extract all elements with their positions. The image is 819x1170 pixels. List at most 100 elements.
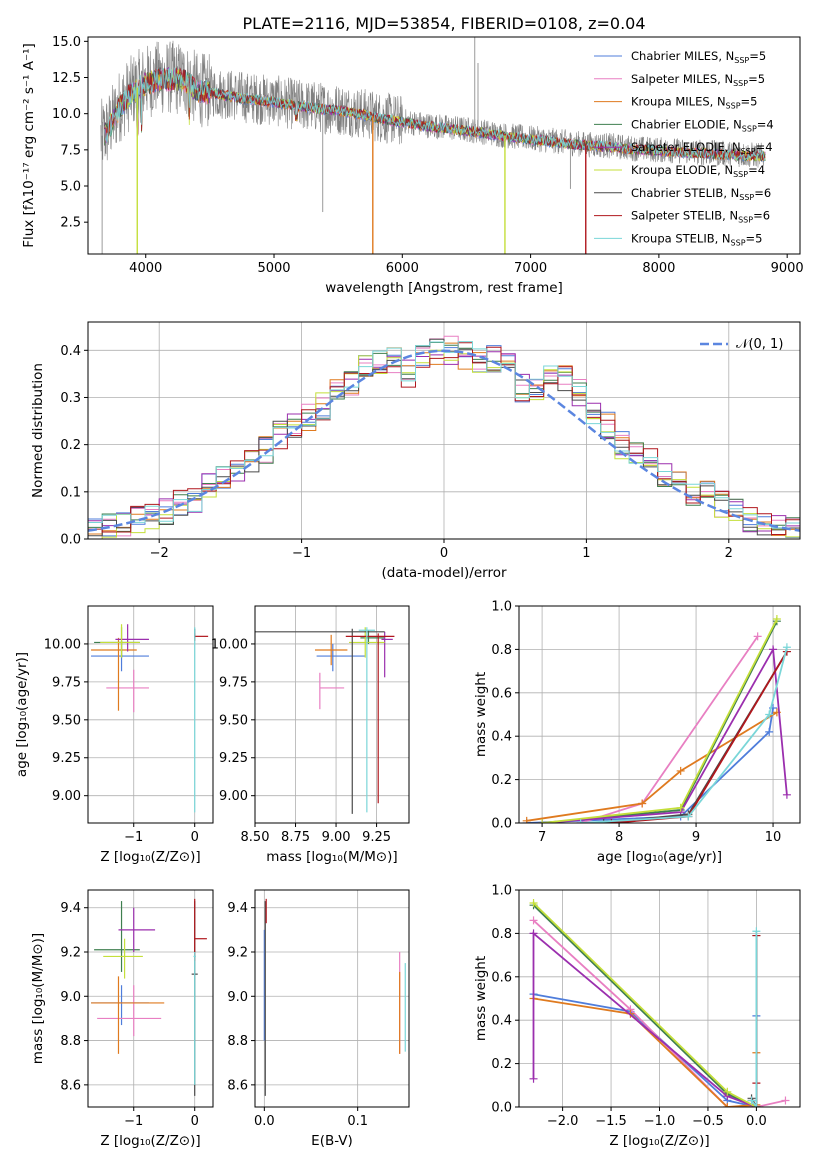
legend-name: Salpeter ELODIE, N — [631, 140, 741, 154]
massweight_vs_age-ytick-label: 0.4 — [491, 730, 512, 745]
legend-sub: SSP — [726, 102, 741, 111]
legend-sub: SSP — [731, 238, 746, 247]
spectrum-model-salpeter-stelib — [104, 67, 766, 161]
age_vs_mass-axes: 8.50 8.75 9.00 9.25 9.00 9.25 9.50 9.75 10.00 mas… — [211, 605, 410, 865]
massweight_vs_age-ytick-label: 0.0 — [491, 817, 512, 832]
mass_vs_Z-xtick-label: 0 — [191, 1114, 199, 1129]
legend-name: Salpeter MILES, N — [631, 72, 733, 86]
mass_vs_Z-xtick-label: −1 — [124, 1114, 143, 1129]
residuals-ytick-label: 0.3 — [60, 391, 81, 406]
spectrum-xtick-label: 4000 — [129, 261, 162, 276]
spectrum-data-line — [100, 40, 765, 168]
legend-label: 𝒩(0, 1) — [736, 337, 783, 352]
massweight_vs_Z-ytick-label: 0.4 — [491, 1014, 512, 1029]
massweight_vs_Z-xtick-label: −1.0 — [644, 1114, 676, 1129]
spectrum-ylabel: Flux [fλ10⁻¹⁷ erg cm⁻² s⁻¹ A⁻¹] — [21, 43, 37, 248]
massweight_vs_Z-ylabel: mass weight — [473, 956, 489, 1041]
massweight-marker — [723, 1087, 732, 1096]
mass_vs_EBV-ytick-label: 8.6 — [227, 1078, 248, 1093]
age_vs_mass-xlabel: mass [log₁₀(M/M⊙)] — [266, 849, 397, 865]
massweight_vs_age-ylabel: mass weight — [473, 672, 489, 757]
legend-nssp: =6 — [754, 186, 771, 200]
massweight-marker — [772, 615, 781, 624]
mass_vs_EBV-axes: 0.0 0.1 8.6 8.8 9.0 9.2 9.4 E(B-V) — [227, 889, 410, 1149]
massweight-line-chabrier-miles — [526, 707, 774, 823]
mass_vs_EBV-ytick-label: 9.2 — [227, 946, 248, 961]
legend-sub: SSP — [739, 193, 754, 202]
residuals-ytick-label: 0.0 — [60, 533, 81, 548]
legend-nssp: =5 — [746, 231, 763, 245]
age_vs_Z-ytick-label: 9.00 — [52, 789, 81, 804]
massweight-marker — [529, 899, 538, 908]
legend-name: Salpeter STELIB, N — [631, 209, 738, 223]
age_vs_Z-ytick-label: 9.75 — [52, 675, 81, 690]
residuals-axes: −2 −1 0 1 2 0.0 0.1 0.2 0.3 0.4 (data-model)/error… — [30, 321, 801, 581]
massweight_vs_age-ytick-label: 0.8 — [491, 643, 512, 658]
residuals-xtick-label: −2 — [150, 546, 169, 561]
mass_vs_Z-ylabel: mass [log₁₀(M/M⊙)] — [30, 933, 46, 1064]
legend-label: Chabrier STELIB, NSSP=6 — [631, 186, 771, 202]
massweight_vs_Z-xtick-label: −0.5 — [692, 1114, 724, 1129]
spectrum-axes: 4000 5000 6000 7000 8000 9000 2.5 5.0 7.5 10.0 12.… — [21, 35, 804, 296]
legend-label: Kroupa MILES, NSSP=5 — [631, 95, 757, 111]
massweight-line-salpeter-miles — [580, 635, 759, 823]
mass_vs_Z-plot — [91, 898, 207, 1096]
spectrum-xtick-label: 5000 — [257, 261, 290, 276]
legend-sub: SSP — [742, 124, 757, 133]
residual-hist-salpeter-stelib — [88, 342, 800, 539]
massweight-marker — [723, 1103, 732, 1107]
massweight-marker — [676, 766, 685, 775]
residuals-plot — [88, 335, 800, 539]
massweight-line-salpeter-stelib — [611, 651, 788, 823]
residuals-xtick-label: 2 — [725, 546, 733, 561]
legend-sub: SSP — [733, 79, 748, 88]
spectrum-model-kroupa-stelib — [104, 67, 766, 162]
mass_vs_EBV-ytick-label: 8.8 — [227, 1034, 248, 1049]
massweight_vs_Z-ytick-label: 0.0 — [491, 1101, 512, 1116]
massweight_vs_Z-xlabel: Z [log₁₀(Z/Z⊙)] — [609, 1133, 709, 1149]
age_vs_mass-ytick-label: 9.75 — [219, 675, 248, 690]
massweight-marker — [529, 929, 538, 938]
massweight-marker — [747, 1096, 756, 1105]
age_vs_Z-axes: −1 0 9.00 9.25 9.50 9.75 10.00 Z [log₁₀(Z/Z⊙)] a… — [14, 605, 214, 865]
mass_vs_Z-ytick-label: 9.0 — [60, 990, 81, 1005]
massweight_vs_Z-ytick-label: 0.2 — [491, 1057, 512, 1072]
age_vs_Z-plot — [91, 624, 209, 813]
spectrum-title: PLATE=2116, MJD=53854, FIBERID=0108, z=0… — [242, 14, 645, 33]
mass_vs_EBV-xtick-label: 0.1 — [347, 1114, 368, 1129]
massweight-line-salpeter-miles — [532, 919, 786, 1107]
legend-name: Chabrier MILES, N — [631, 49, 734, 63]
spectrum-ytick-label: 10.0 — [52, 107, 81, 122]
massweight_vs_Z-ytick-label: 1.0 — [491, 884, 512, 899]
spectrum-ytick-label: 2.5 — [60, 216, 81, 231]
residuals-xtick-label: 1 — [582, 546, 590, 561]
residuals-ylabel: Normed distribution — [30, 363, 46, 498]
age_vs_mass-ytick-label: 9.50 — [219, 713, 248, 728]
age_vs_Z-xtick-label: 0 — [191, 830, 199, 845]
massweight-marker — [752, 1103, 761, 1107]
legend-label: Salpeter ELODIE, NSSP=4 — [631, 140, 773, 156]
massweight_vs_age-xtick-label: 8 — [615, 830, 623, 845]
age_vs_mass-xtick-label: 9.25 — [362, 830, 391, 845]
massweight-marker — [599, 819, 608, 823]
legend-sub: SSP — [733, 170, 748, 179]
mass_vs_Z-frame — [87, 889, 214, 1108]
gaussian-curve — [88, 349, 800, 532]
residual-hist-kroupa-elodie — [88, 349, 800, 539]
massweight-line-kroupa-stelib — [750, 931, 758, 1107]
age_vs_mass-xtick-label: 8.75 — [281, 830, 310, 845]
age_vs_mass-ytick-label: 9.00 — [219, 789, 248, 804]
legend-nssp: =5 — [748, 72, 765, 86]
legend-name: Chabrier STELIB, N — [631, 186, 739, 200]
massweight-line-chabrier-elodie — [542, 620, 778, 823]
spectrum-ytick-label: 7.5 — [60, 143, 81, 158]
mass_vs_Z-xlabel: Z [log₁₀(Z/Z⊙)] — [100, 1133, 200, 1149]
age_vs_mass-ytick-label: 9.25 — [219, 751, 248, 766]
spectrum-xtick-label: 7000 — [514, 261, 547, 276]
age_vs_Z-frame — [87, 605, 214, 824]
massweight_vs_age-xtick-label: 7 — [538, 830, 546, 845]
legend-nssp: =5 — [749, 49, 766, 63]
massweight_vs_Z-plot — [529, 899, 790, 1107]
age_vs_mass-xtick-label: 9.00 — [322, 830, 351, 845]
